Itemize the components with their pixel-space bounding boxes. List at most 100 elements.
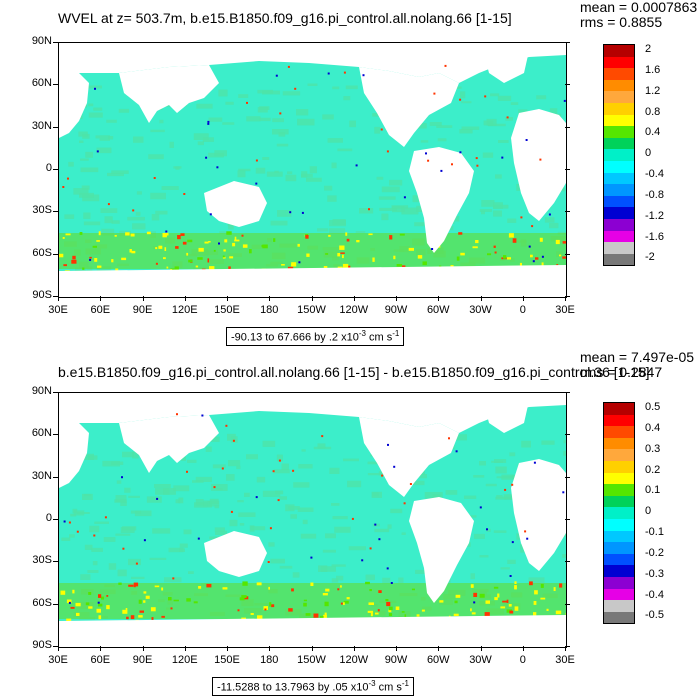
range-exponent: -3	[358, 329, 366, 338]
lat-tick	[565, 434, 570, 436]
legend-swatch	[604, 426, 634, 438]
contour-range-box: -90.13 to 67.666 by .2 x10-3 cm s-1	[226, 327, 405, 346]
legend-swatch	[604, 45, 634, 57]
panel-title: b.e15.B1850.f09_g16.pi_control.all.nolan…	[58, 364, 650, 380]
lon-tick	[565, 296, 566, 301]
lat-tick-label: 30N	[31, 469, 52, 482]
legend-swatch	[604, 102, 634, 115]
legend-label: 2	[645, 43, 652, 55]
lon-tick-label: 150E	[214, 654, 240, 666]
legend-swatch	[604, 149, 634, 161]
lon-tick-label: 30E	[48, 654, 68, 666]
lon-tick-label: 120E	[171, 304, 198, 316]
lat-tick-label: 0	[45, 512, 52, 524]
lat-tick-label: 90N	[31, 35, 52, 47]
mean-stat: mean = 7.497e-05	[580, 349, 695, 365]
legend-label: 0.8	[645, 105, 661, 118]
legend-label: 1.6	[645, 63, 661, 76]
lat-tick	[53, 84, 58, 86]
lon-tick	[269, 296, 271, 301]
lat-tick	[565, 646, 570, 647]
legend-swatch	[604, 600, 634, 612]
lon-tick	[100, 296, 102, 301]
lon-tick	[184, 296, 186, 301]
legend-swatch	[604, 242, 634, 254]
lat-tick-label: 30S	[32, 554, 52, 567]
lat-tick-label: 30S	[32, 204, 52, 217]
lat-tick	[53, 434, 58, 436]
contour-range-box: -11.5288 to 13.7963 by .05 x10-3 cm s-1	[212, 677, 415, 696]
lon-tick	[269, 646, 271, 651]
legend-swatch	[604, 68, 634, 80]
legend-swatch	[604, 460, 634, 473]
legend-swatch	[604, 79, 634, 92]
legend-label: -0.5	[645, 609, 664, 622]
lat-tick	[53, 169, 58, 170]
lon-tick-label: 30W	[469, 304, 492, 316]
lat-tick	[53, 296, 58, 297]
color-legend	[603, 44, 635, 267]
lat-tick	[565, 519, 570, 520]
lat-tick-label: 90S	[32, 289, 52, 301]
legend-swatch	[604, 553, 634, 566]
lon-tick-label: 0	[519, 304, 526, 316]
lon-tick-label: 30W	[469, 654, 492, 666]
legend-label: -0.2	[645, 546, 664, 559]
range-exponent: -3	[368, 679, 376, 688]
legend-swatch	[604, 137, 634, 150]
lon-tick	[142, 296, 144, 301]
lat-tick-label: 90S	[32, 639, 52, 651]
legend-swatch	[604, 565, 634, 577]
map-plot[interactable]	[58, 42, 567, 298]
legend-label: 0	[645, 147, 652, 160]
legend-label: -1.6	[645, 230, 664, 243]
lon-tick-label: 120E	[171, 654, 198, 666]
lat-tick	[53, 211, 58, 213]
lat-tick	[53, 392, 58, 393]
lon-tick-label: 150E	[214, 304, 240, 316]
lon-tick	[565, 646, 566, 651]
lon-tick-label: 60E	[90, 654, 111, 666]
color-legend	[603, 402, 635, 625]
legend-swatch	[604, 518, 634, 531]
lon-tick-label: 150W	[297, 654, 326, 666]
lon-tick-label: 30E	[48, 304, 68, 316]
legend-swatch	[604, 126, 634, 138]
lat-tick	[53, 561, 58, 563]
lon-tick	[480, 296, 482, 301]
lat-tick	[565, 42, 570, 43]
lon-tick	[353, 296, 355, 301]
panel-bottom: b.e15.B1850.f09_g16.pi_control.all.nolan…	[0, 349, 700, 700]
lat-tick	[53, 253, 58, 255]
lat-tick	[565, 561, 570, 563]
legend-swatch	[604, 184, 634, 196]
lon-tick	[522, 646, 524, 651]
lat-tick-label: 60S	[32, 596, 52, 609]
legend-swatch	[604, 437, 634, 450]
lon-tick	[311, 296, 313, 301]
legend-swatch	[604, 472, 634, 485]
lon-tick	[227, 646, 228, 651]
legend-label: -0.8	[645, 188, 664, 201]
legend-swatch	[604, 230, 634, 243]
legend-label: -0.3	[645, 567, 664, 580]
lat-tick	[565, 296, 570, 297]
lon-tick-label: 60W	[426, 654, 450, 666]
legend-swatch	[604, 218, 634, 231]
lon-tick	[227, 296, 228, 301]
legend-label: 0.3	[645, 442, 661, 455]
legend-swatch	[604, 507, 634, 519]
legend-swatch	[604, 530, 634, 543]
legend-swatch	[604, 207, 634, 219]
lon-tick-label: 90W	[384, 304, 408, 316]
lon-tick-label: 30E	[555, 304, 575, 316]
map-plot[interactable]	[58, 392, 567, 648]
lat-tick	[565, 392, 570, 393]
lon-tick	[396, 646, 397, 651]
lon-tick-label: 60W	[426, 304, 450, 316]
range-unit-exponent: -1	[392, 329, 400, 338]
lon-tick-label: 90E	[132, 654, 153, 666]
mean-stat: mean = 0.0007863	[580, 0, 698, 15]
lat-tick-label: 60N	[31, 427, 52, 440]
lat-tick	[53, 476, 58, 478]
